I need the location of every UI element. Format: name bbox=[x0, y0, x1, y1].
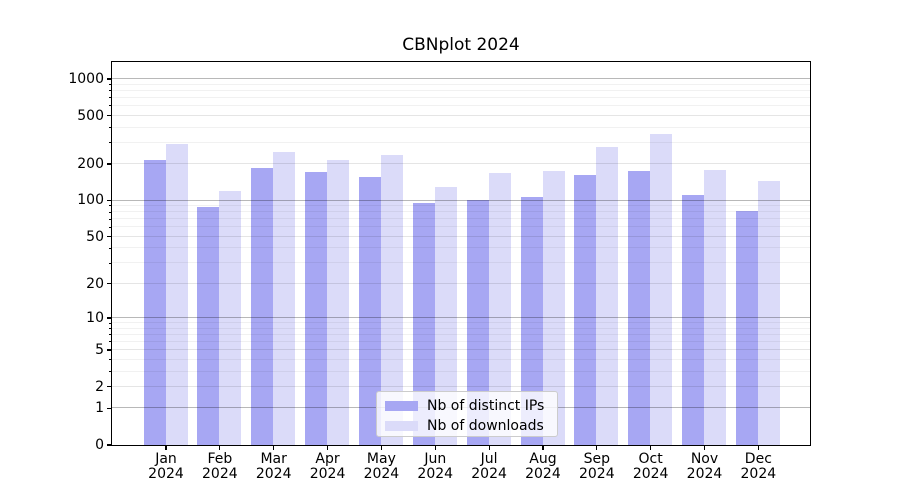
bar-layer bbox=[112, 62, 810, 445]
bar-downloads bbox=[704, 170, 727, 445]
y-tick bbox=[107, 199, 112, 202]
x-tick-label: Sep 2024 bbox=[578, 451, 615, 482]
y-minor-tick bbox=[109, 341, 112, 343]
y-tick-label: 20 bbox=[86, 275, 104, 292]
x-tick-label: Jul 2024 bbox=[471, 451, 507, 482]
legend: Nb of distinct IPs Nb of downloads bbox=[376, 391, 558, 437]
y-tick bbox=[107, 115, 112, 117]
y-tick-label: 0 bbox=[95, 437, 104, 453]
bar-distinct-ips bbox=[735, 211, 758, 445]
y-tick bbox=[107, 236, 112, 238]
bar-downloads bbox=[596, 147, 619, 445]
bar-distinct-ips bbox=[628, 171, 651, 445]
bar-distinct-ips bbox=[574, 174, 597, 445]
bar-distinct-ips bbox=[197, 207, 220, 445]
x-tick-label: May 2024 bbox=[363, 451, 400, 482]
bar-downloads bbox=[488, 173, 511, 445]
y-minor-tick bbox=[109, 205, 112, 207]
bar-downloads bbox=[650, 133, 673, 445]
bar-downloads bbox=[434, 187, 457, 445]
x-tick-label: Jun 2024 bbox=[417, 451, 454, 482]
x-tick bbox=[596, 446, 598, 450]
bar-distinct-ips bbox=[466, 199, 489, 445]
y-minor-tick bbox=[109, 328, 112, 330]
bar-distinct-ips bbox=[359, 177, 381, 445]
y-tick bbox=[107, 407, 112, 409]
y-tick-label: 50 bbox=[86, 228, 104, 245]
y-tick bbox=[107, 283, 112, 285]
bar-downloads bbox=[542, 170, 565, 445]
y-tick bbox=[107, 444, 112, 446]
x-tick bbox=[488, 446, 490, 450]
bar-distinct-ips bbox=[305, 171, 328, 445]
y-minor-tick bbox=[109, 211, 112, 213]
bar-downloads bbox=[165, 143, 188, 445]
x-tick bbox=[703, 446, 706, 450]
bar-downloads bbox=[757, 180, 780, 445]
x-tick bbox=[380, 446, 382, 450]
y-minor-tick bbox=[109, 322, 112, 324]
y-tick bbox=[107, 349, 112, 351]
y-minor-tick bbox=[109, 262, 112, 264]
legend-entry-downloads: Nb of downloads bbox=[385, 417, 549, 435]
x-tick-label: Oct 2024 bbox=[632, 451, 669, 482]
y-minor-tick bbox=[109, 247, 112, 249]
bar-distinct-ips bbox=[251, 167, 274, 445]
y-minor-tick bbox=[109, 97, 112, 99]
y-tick bbox=[107, 78, 112, 80]
x-tick bbox=[650, 446, 652, 450]
bar-downloads bbox=[381, 154, 403, 445]
y-minor-tick bbox=[109, 218, 112, 220]
bar-distinct-ips bbox=[520, 196, 543, 445]
bar-downloads bbox=[219, 190, 242, 445]
bar-downloads bbox=[273, 152, 296, 445]
x-tick-label: Apr 2024 bbox=[309, 451, 346, 482]
y-tick-label: 500 bbox=[77, 107, 104, 124]
bar-distinct-ips bbox=[412, 203, 435, 445]
x-tick-label: Nov 2024 bbox=[686, 451, 723, 482]
legend-label-distinct-ips: Nb of distinct IPs bbox=[427, 398, 545, 414]
x-tick bbox=[165, 446, 167, 450]
y-minor-tick bbox=[109, 334, 112, 336]
y-tick bbox=[107, 163, 112, 165]
y-tick-label: 200 bbox=[77, 156, 104, 172]
plot-area bbox=[110, 60, 811, 446]
x-tick-label: Feb 2024 bbox=[202, 451, 238, 482]
x-tick-label: Jan 2024 bbox=[148, 451, 184, 482]
chart-title: CBNplot 2024 bbox=[402, 35, 520, 55]
y-minor-tick bbox=[109, 105, 112, 107]
y-tick-label: 5 bbox=[95, 342, 104, 359]
y-minor-tick bbox=[109, 226, 112, 228]
x-tick bbox=[757, 446, 759, 450]
y-tick-label: 10 bbox=[86, 309, 104, 326]
bar-distinct-ips bbox=[143, 159, 166, 445]
y-tick-label: 100 bbox=[77, 192, 104, 209]
x-tick-label: Mar 2024 bbox=[255, 451, 292, 482]
legend-swatch-downloads bbox=[385, 421, 418, 431]
legend-entry-distinct-ips: Nb of distinct IPs bbox=[385, 397, 549, 415]
legend-swatch-distinct-ips bbox=[385, 401, 418, 411]
y-tick-label: 2 bbox=[95, 378, 104, 395]
y-minor-tick bbox=[109, 371, 112, 373]
y-minor-tick bbox=[109, 126, 112, 128]
x-tick-label: Dec 2024 bbox=[740, 451, 777, 482]
y-minor-tick bbox=[109, 84, 112, 86]
y-minor-tick bbox=[109, 359, 112, 361]
x-tick bbox=[434, 446, 436, 450]
x-tick-label: Aug 2024 bbox=[525, 451, 561, 482]
x-tick bbox=[326, 446, 329, 450]
y-tick-label: 1000 bbox=[68, 70, 104, 87]
y-tick bbox=[107, 317, 112, 319]
x-tick bbox=[219, 446, 221, 450]
y-tick bbox=[107, 386, 112, 388]
y-tick-label: 1 bbox=[95, 400, 104, 417]
x-tick bbox=[273, 446, 275, 450]
y-minor-tick bbox=[109, 142, 112, 144]
bar-distinct-ips bbox=[682, 195, 705, 445]
y-minor-tick bbox=[109, 90, 112, 92]
legend-label-downloads: Nb of downloads bbox=[427, 418, 544, 434]
bar-downloads bbox=[327, 160, 350, 445]
x-tick bbox=[542, 446, 544, 450]
